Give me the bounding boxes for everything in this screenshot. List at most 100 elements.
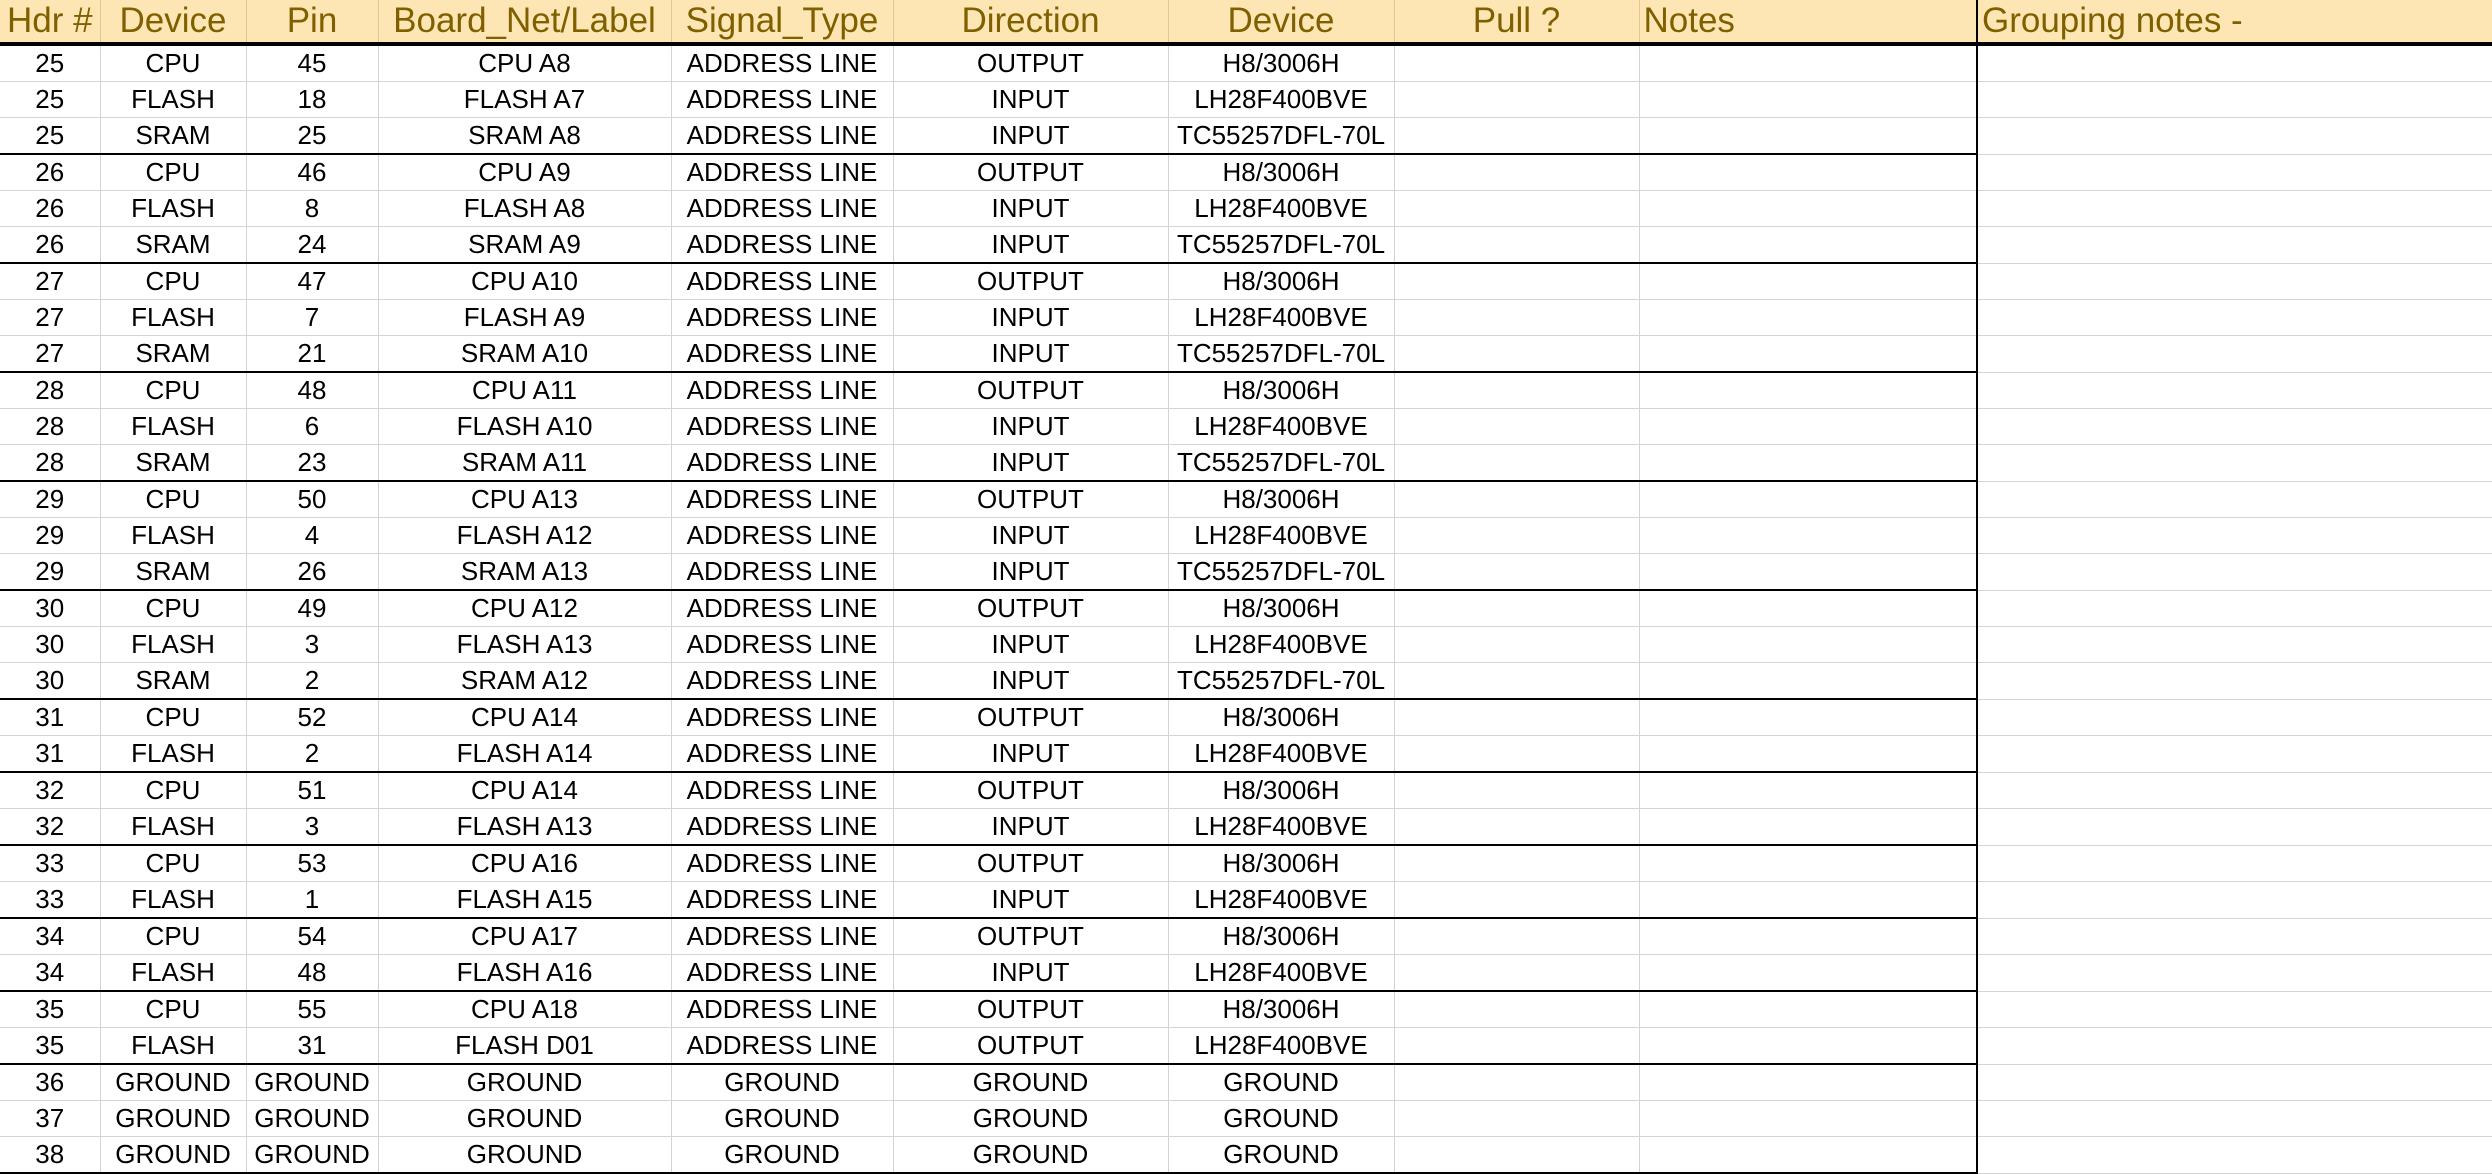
row: 32 FLASH 3 FLASH A13 ADDRESS LINE INPUT LH28F4… (0, 808, 2492, 846)
cell: FLASH A9 (378, 299, 672, 336)
empty-cell (1639, 954, 1978, 992)
cell: 21 (246, 335, 379, 373)
cell: LH28F400BVE (1168, 881, 1395, 919)
row: 31 FLASH 2 FLASH A14 ADDRESS LINE INPUT LH28F4… (0, 735, 2492, 773)
cell: H8/3006H (1168, 372, 1395, 409)
empty-cell (1977, 772, 2492, 809)
cell: FLASH (100, 81, 247, 118)
empty-cell (1977, 662, 2492, 700)
cell: FLASH (100, 299, 247, 336)
cell: 35 (0, 1027, 101, 1065)
column-header: Device (100, 0, 247, 46)
cell: 34 (0, 918, 101, 955)
cell: FLASH A16 (378, 954, 672, 992)
cell: LH28F400BVE (1168, 190, 1395, 227)
row: 28 FLASH 6 FLASH A10 ADDRESS LINE INPUT LH28F4… (0, 408, 2492, 445)
row: 27 SRAM 21 SRAM A10 ADDRESS LINE INPUT TC55257… (0, 335, 2492, 373)
column-header: Grouping notes - (1977, 0, 2492, 46)
cell: ADDRESS LINE (671, 444, 894, 482)
cell: CPU A8 (378, 44, 672, 82)
empty-cell (1639, 299, 1978, 336)
cell: ADDRESS LINE (671, 1027, 894, 1065)
cell: SRAM A11 (378, 444, 672, 482)
empty-cell (1977, 1136, 2492, 1174)
empty-cell (1394, 444, 1640, 482)
empty-cell (1394, 154, 1640, 191)
cell: FLASH A12 (378, 517, 672, 554)
empty-cell (1394, 1100, 1640, 1137)
empty-cell (1639, 190, 1978, 227)
empty-cell (1394, 481, 1640, 518)
empty-cell (1977, 481, 2492, 518)
cell: 6 (246, 408, 379, 445)
empty-cell (1639, 991, 1978, 1028)
cell: 53 (246, 845, 379, 882)
cell: CPU A16 (378, 845, 672, 882)
cell: FLASH A8 (378, 190, 672, 227)
cell: FLASH A13 (378, 626, 672, 663)
column-header: Direction (893, 0, 1169, 46)
cell: 8 (246, 190, 379, 227)
cell: 3 (246, 808, 379, 846)
cell: CPU A13 (378, 481, 672, 518)
cell: INPUT (893, 408, 1169, 445)
cell: CPU (100, 590, 247, 627)
row: 28 CPU 48 CPU A11 ADDRESS LINE OUTPUT H8/3006H (0, 372, 2492, 409)
empty-cell (1394, 117, 1640, 155)
cell: CPU (100, 263, 247, 300)
empty-cell (1639, 1100, 1978, 1137)
empty-cell (1394, 190, 1640, 227)
cell: H8/3006H (1168, 699, 1395, 736)
empty-cell (1977, 881, 2492, 919)
column-header: Pull ? (1394, 0, 1640, 46)
cell: ADDRESS LINE (671, 481, 894, 518)
cell: CPU (100, 44, 247, 82)
cell: LH28F400BVE (1168, 1027, 1395, 1065)
empty-cell (1394, 699, 1640, 736)
cell: LH28F400BVE (1168, 299, 1395, 336)
cell: GROUND (100, 1064, 247, 1101)
cell: 34 (0, 954, 101, 992)
cell: 25 (0, 117, 101, 155)
row: 29 FLASH 4 FLASH A12 ADDRESS LINE INPUT LH28F4… (0, 517, 2492, 554)
empty-cell (1639, 117, 1978, 155)
cell: GROUND (246, 1064, 379, 1101)
empty-cell (1639, 81, 1978, 118)
cell: 26 (0, 154, 101, 191)
cell: 37 (0, 1100, 101, 1137)
empty-cell (1639, 335, 1978, 373)
empty-cell (1977, 226, 2492, 264)
cell: CPU (100, 918, 247, 955)
cell: SRAM (100, 335, 247, 373)
cell: CPU A17 (378, 918, 672, 955)
empty-cell (1977, 263, 2492, 300)
cell: GROUND (246, 1100, 379, 1137)
empty-cell (1394, 226, 1640, 264)
cell: FLASH (100, 190, 247, 227)
cell: 26 (0, 190, 101, 227)
cell: ADDRESS LINE (671, 553, 894, 591)
cell: OUTPUT (893, 991, 1169, 1028)
cell: SRAM A12 (378, 662, 672, 700)
empty-cell (1977, 626, 2492, 663)
empty-cell (1394, 590, 1640, 627)
cell: 25 (246, 117, 379, 155)
cell: H8/3006H (1168, 845, 1395, 882)
empty-cell (1639, 154, 1978, 191)
cell: ADDRESS LINE (671, 991, 894, 1028)
empty-cell (1977, 190, 2492, 227)
cell: 45 (246, 44, 379, 82)
cell: 33 (0, 881, 101, 919)
cell: H8/3006H (1168, 44, 1395, 82)
cell: OUTPUT (893, 372, 1169, 409)
row: 29 SRAM 26 SRAM A13 ADDRESS LINE INPUT TC55257… (0, 553, 2492, 591)
cell: 46 (246, 154, 379, 191)
cell: H8/3006H (1168, 154, 1395, 191)
empty-cell (1977, 845, 2492, 882)
empty-cell (1639, 699, 1978, 736)
cell: INPUT (893, 117, 1169, 155)
empty-cell (1977, 1064, 2492, 1101)
empty-cell (1394, 808, 1640, 846)
row: 25 FLASH 18 FLASH A7 ADDRESS LINE INPUT LH28F4… (0, 81, 2492, 118)
cell: 32 (0, 808, 101, 846)
